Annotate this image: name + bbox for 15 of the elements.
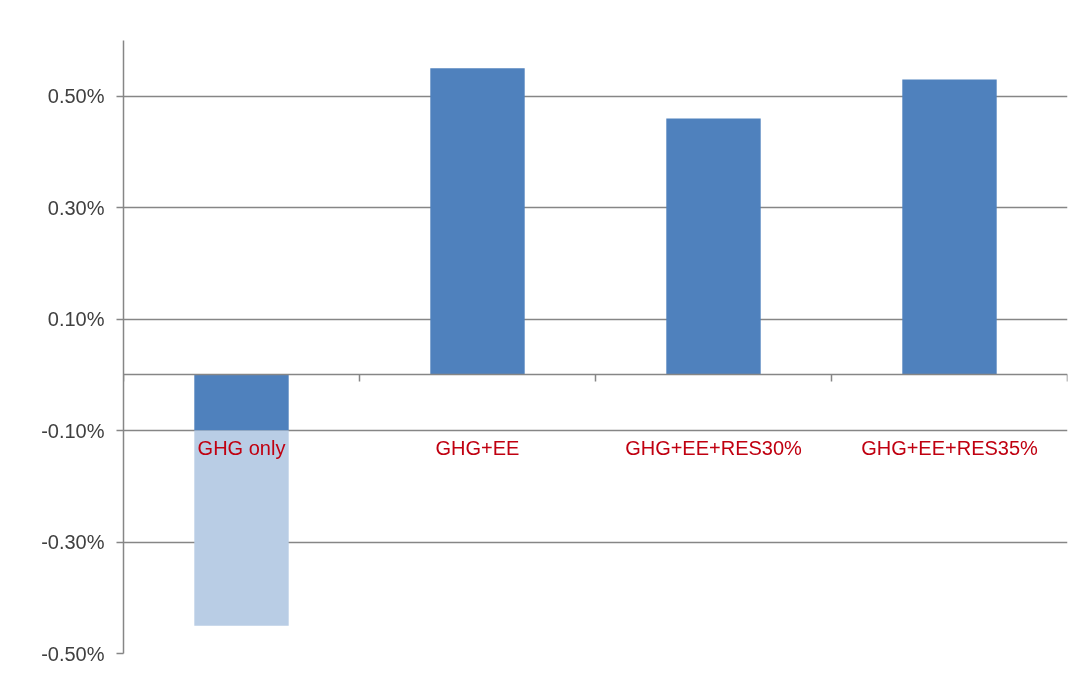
bar <box>194 430 289 626</box>
y-tick-label: -0.10% <box>41 419 105 442</box>
x-tick-label: GHG only <box>197 436 286 459</box>
bar <box>430 68 525 375</box>
bar <box>666 118 761 375</box>
bar <box>902 79 997 375</box>
x-tick-label: GHG+EE+RES30% <box>625 436 803 459</box>
y-tick-label: -0.50% <box>41 642 105 665</box>
x-tick-label: GHG+EE <box>435 436 520 459</box>
y-tick-label: 0.10% <box>47 308 105 331</box>
x-tick-label: GHG+EE+RES35% <box>861 436 1039 459</box>
y-tick-label: 0.50% <box>47 85 105 108</box>
bar <box>194 374 289 431</box>
y-tick-label: 0.30% <box>47 196 105 219</box>
y-tick-label: -0.30% <box>41 531 105 554</box>
